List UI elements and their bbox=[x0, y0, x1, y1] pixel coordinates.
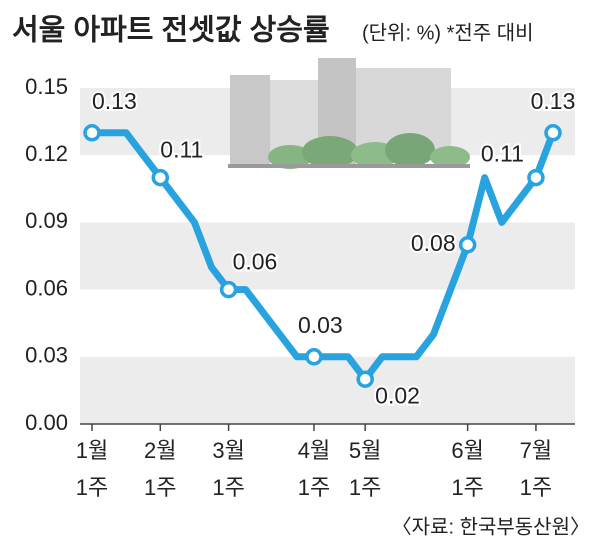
data-label: 0.08 bbox=[411, 230, 456, 256]
grid-band bbox=[80, 222, 575, 290]
data-label: 0.03 bbox=[298, 312, 343, 338]
data-label: 0.02 bbox=[375, 382, 420, 408]
x-tick-label: 7월 1주 bbox=[519, 438, 553, 500]
marker bbox=[356, 370, 374, 388]
y-tick-label: 0.03 bbox=[25, 343, 68, 368]
marker bbox=[305, 348, 323, 366]
x-tick-label: 2월 1주 bbox=[144, 438, 177, 500]
marker bbox=[219, 280, 238, 299]
marker bbox=[151, 168, 170, 187]
chart-subtitle: (단위: %) *전주 대비 bbox=[362, 21, 534, 44]
marker bbox=[83, 124, 101, 142]
chart-title: 서울 아파트 전셋값 상승률 bbox=[12, 14, 330, 47]
data-label: 0.06 bbox=[233, 249, 278, 275]
marker bbox=[544, 124, 562, 142]
data-label: 0.11 bbox=[160, 137, 203, 163]
x-tick-label: 6월 1주 bbox=[451, 438, 484, 500]
data-label: 0.13 bbox=[92, 88, 137, 114]
y-tick-label: 0.09 bbox=[25, 208, 68, 233]
marker bbox=[458, 236, 477, 254]
y-tick-label: 0.15 bbox=[25, 74, 68, 99]
x-tick-label: 3월 1주 bbox=[212, 438, 245, 500]
x-tick-label: 5월 1주 bbox=[348, 438, 382, 500]
grid-band bbox=[80, 356, 575, 424]
y-tick-label: 0.06 bbox=[25, 275, 68, 300]
illustration bbox=[228, 58, 470, 169]
y-tick-label: 0.12 bbox=[25, 141, 68, 166]
source: 〈자료: 한국부동산원〉 bbox=[392, 515, 590, 538]
x-tick-label: 1월 1주 bbox=[75, 438, 109, 500]
y-tick-label: 0.00 bbox=[25, 410, 68, 435]
data-label: 0.13 bbox=[531, 88, 576, 114]
marker bbox=[527, 168, 545, 187]
x-tick-label: 4월 1주 bbox=[297, 438, 331, 500]
data-label: 0.11 bbox=[481, 141, 524, 167]
